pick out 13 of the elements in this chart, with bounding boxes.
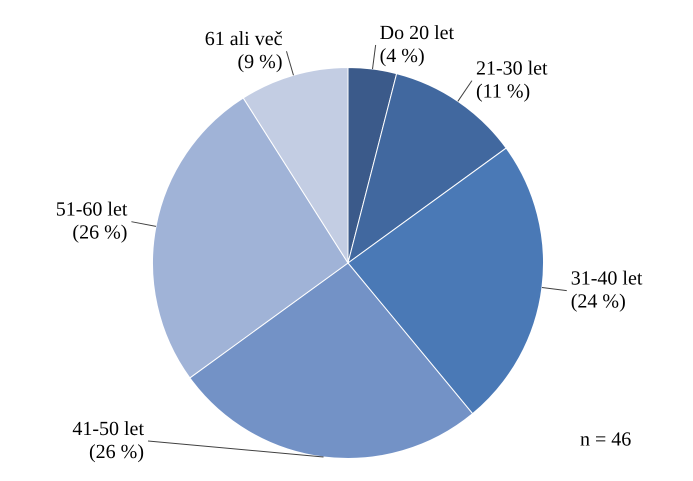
data-label: (24 %): [570, 290, 626, 312]
slice-label: 51-60 let: [56, 198, 128, 220]
data-label: (9 %): [238, 51, 282, 74]
data-label: (11 %): [476, 80, 530, 102]
slice-label: Do 20 let: [380, 22, 455, 44]
data-label: (26 %): [72, 221, 128, 244]
slice-label: 31-40 let: [570, 267, 643, 290]
slice-label: 41-50 let: [72, 418, 144, 440]
data-label: (4 %): [380, 44, 425, 67]
slice-label: 21-30 let: [476, 57, 548, 80]
text: n = 46: [580, 428, 632, 450]
slice-label: 61 ali več: [204, 28, 283, 50]
data-label: (26 %): [89, 440, 144, 463]
